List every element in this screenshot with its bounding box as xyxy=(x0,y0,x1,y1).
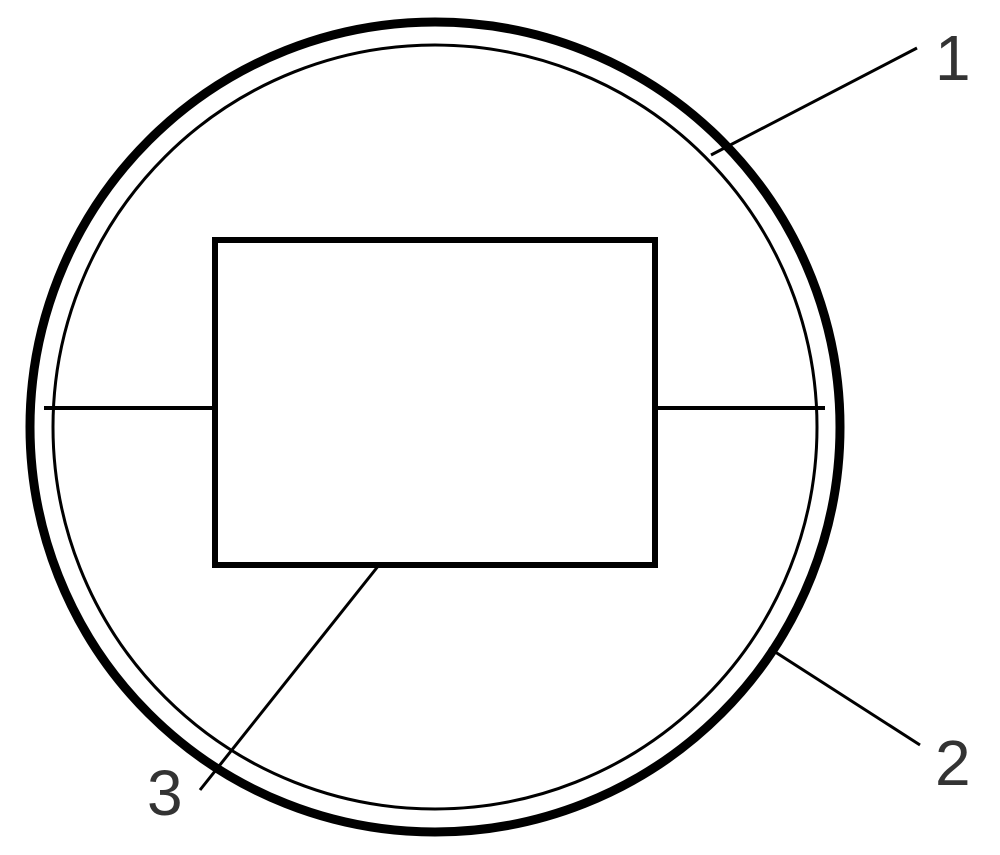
label-3: 3 xyxy=(147,757,183,829)
leader-line-1 xyxy=(711,48,917,155)
technical-diagram: 1 2 3 xyxy=(0,0,1000,855)
outer-circle xyxy=(30,22,840,832)
center-rectangle xyxy=(215,240,655,565)
leader-line-3 xyxy=(200,565,379,790)
leader-line-2 xyxy=(769,648,920,745)
label-2: 2 xyxy=(935,727,971,799)
inner-circle xyxy=(53,45,817,809)
label-1: 1 xyxy=(935,22,971,94)
